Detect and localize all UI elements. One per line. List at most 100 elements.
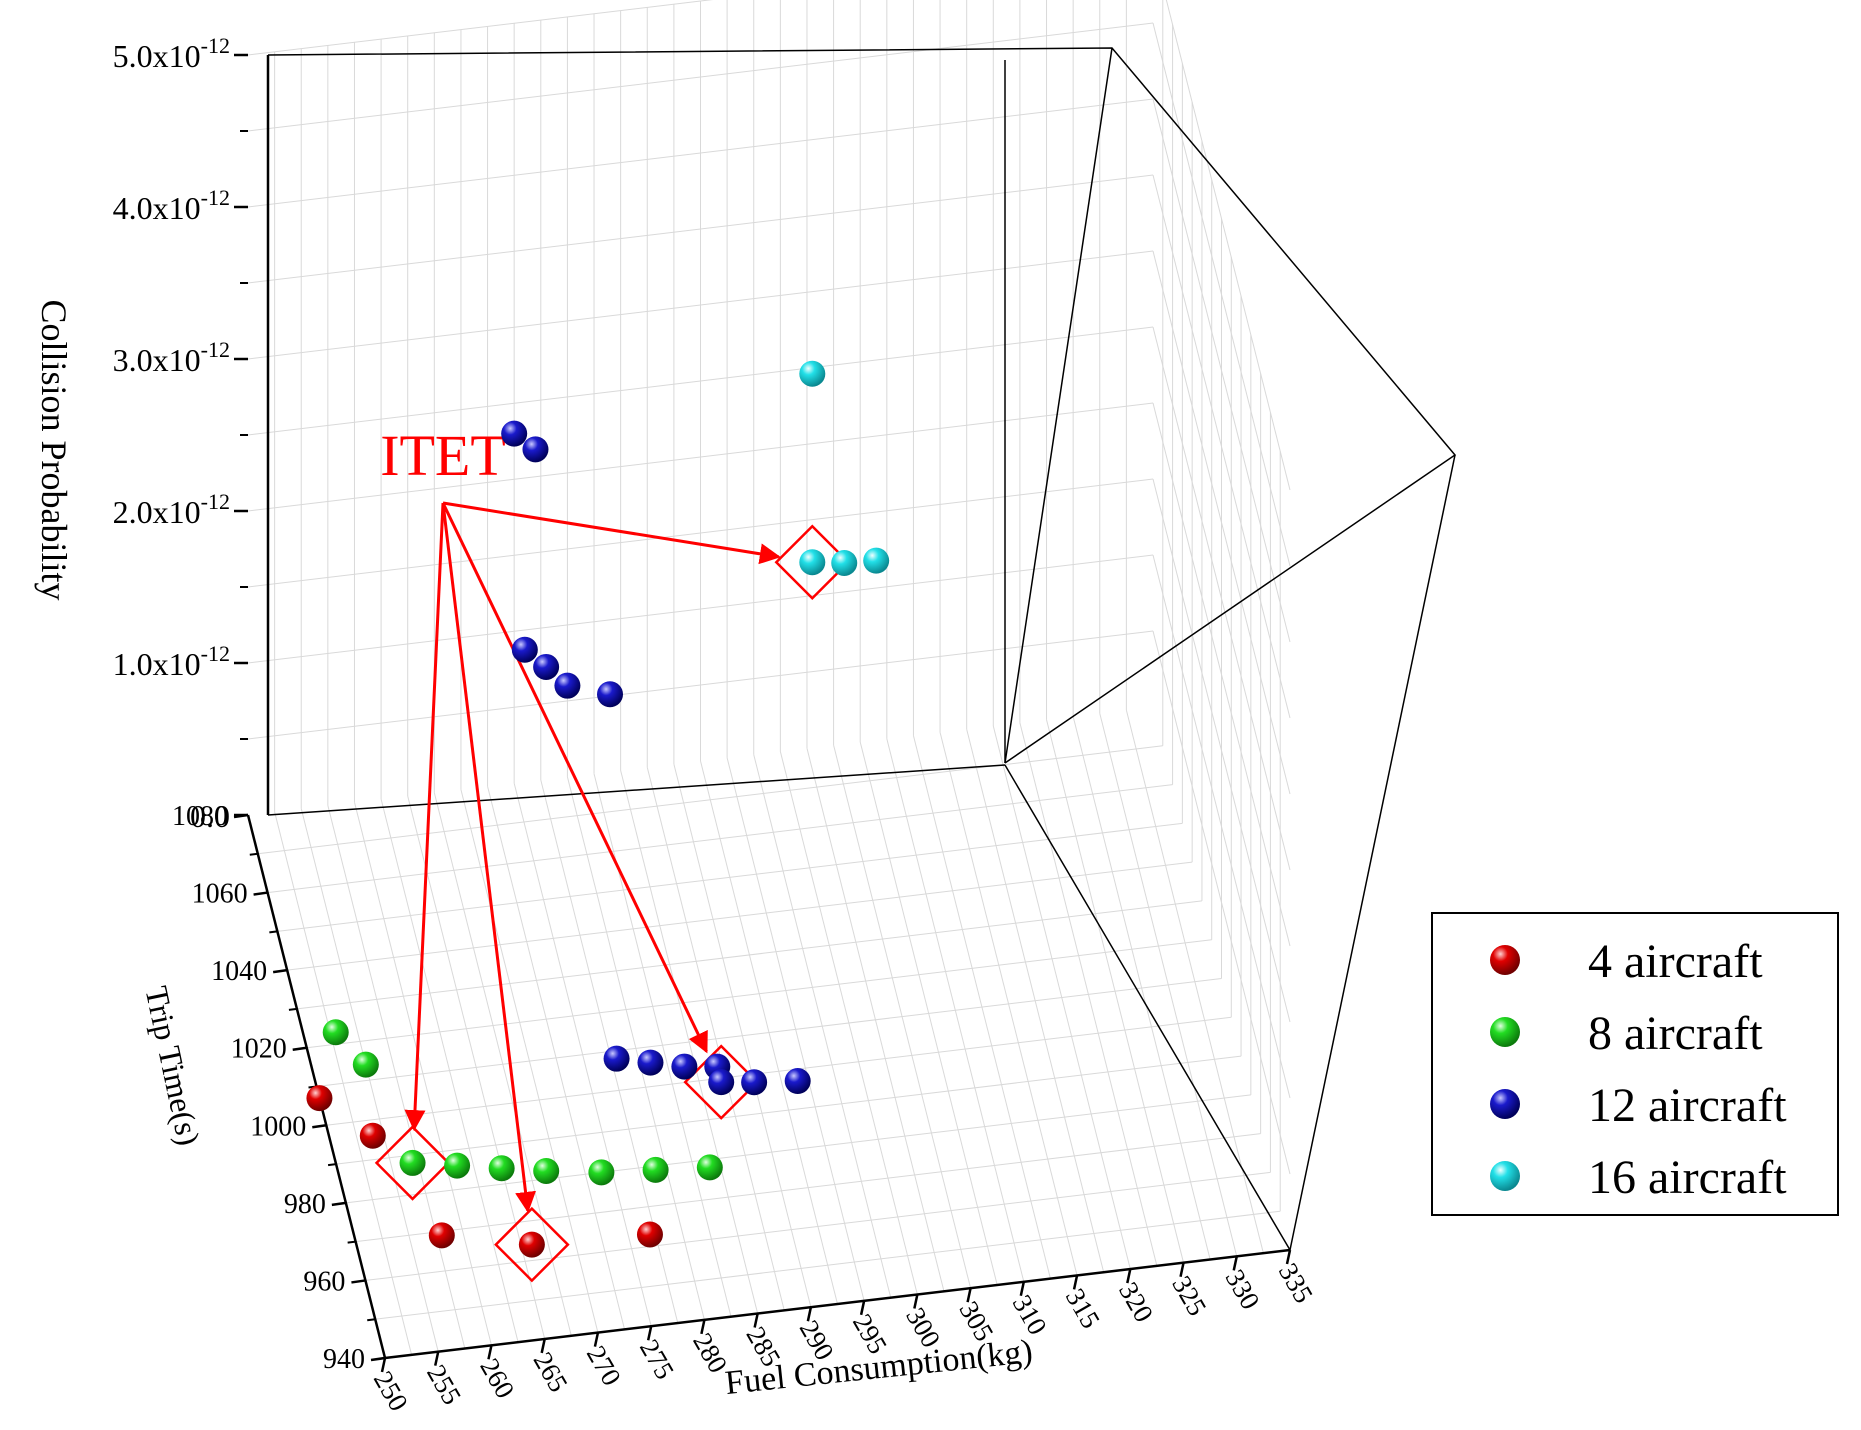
annotation-arrow <box>404 502 445 1132</box>
y-tick-label: 1000 <box>250 1111 306 1142</box>
x-major-tick <box>593 1332 600 1347</box>
legend: 4 aircraft 8 aircraft 12 aircraft 16 aircra… <box>1431 912 1839 1216</box>
point-12-aircraft <box>637 1049 664 1076</box>
x-tick-label: 260 <box>474 1353 520 1403</box>
data-points <box>306 360 890 1258</box>
box-edge-top-back <box>1004 47 1113 764</box>
y-minor-tick <box>269 930 278 934</box>
legend-entries: 4 aircraft 8 aircraft 12 aircraft 16 aircra… <box>1490 935 1787 1204</box>
y-axis-title: Trip Time(s) <box>138 983 207 1149</box>
point-12-aircraft <box>533 653 560 680</box>
y-tick-label: 940 <box>323 1344 365 1375</box>
x-tick-label: 250 <box>368 1366 414 1416</box>
x-major-tick <box>700 1319 706 1335</box>
x-major-tick <box>1285 1249 1292 1265</box>
highlight-diamond <box>683 1044 759 1120</box>
x-tick-label: 320 <box>1113 1277 1159 1327</box>
x-major-tick <box>913 1294 919 1309</box>
z-tick-label: 4.0x10-12 <box>113 185 230 226</box>
y-major-tick <box>331 1201 347 1207</box>
x-major-tick <box>1232 1256 1238 1271</box>
y-tick-label: 1080 <box>172 801 228 832</box>
legend-marker <box>1490 1089 1520 1119</box>
point-12-aircraft <box>597 681 623 708</box>
point-12-aircraft <box>784 1068 811 1095</box>
floor-grid-line-y <box>316 978 1222 1087</box>
x-tick-label: 255 <box>421 1360 467 1410</box>
point-4-aircraft <box>518 1231 545 1258</box>
point-4-aircraft <box>306 1085 333 1112</box>
x-major-tick <box>753 1313 759 1328</box>
z-axis-title: Collision Probability <box>34 299 74 600</box>
x-tick-label: 270 <box>581 1341 627 1391</box>
legend-label: 12 aircraft <box>1588 1079 1787 1132</box>
y-major-tick <box>370 1356 386 1362</box>
y-tick-label: 1060 <box>192 879 248 910</box>
y-minor-tick <box>367 1318 376 1322</box>
box-top-edges <box>267 47 1457 764</box>
highlight-boxes <box>374 524 851 1283</box>
x-major-tick <box>540 1338 546 1354</box>
y-tick-label: 980 <box>284 1189 326 1220</box>
floor-grid-line-y <box>296 900 1202 1010</box>
legend-label: 4 aircraft <box>1588 935 1763 988</box>
point-8-aircraft <box>588 1159 615 1186</box>
y-major-tick <box>292 1046 307 1051</box>
point-12-aircraft <box>741 1069 768 1096</box>
floor-grid-line-y <box>326 1016 1232 1126</box>
point-12-aircraft <box>501 420 528 447</box>
floor-grid <box>257 710 1281 1355</box>
point-8-aircraft <box>399 1149 426 1176</box>
point-12-aircraft <box>522 436 549 463</box>
x-tick-label: 275 <box>634 1334 680 1384</box>
point-16-aircraft <box>799 360 826 387</box>
floor-grid-line-y <box>365 1171 1271 1281</box>
point-8-aircraft <box>696 1154 723 1181</box>
x-major-tick <box>806 1306 813 1322</box>
floor-grid-line-y <box>277 822 1183 932</box>
x-major-tick <box>1019 1281 1026 1297</box>
x-major-tick <box>1126 1268 1132 1284</box>
y-tick-label: 1040 <box>211 956 267 987</box>
right-wall-grid <box>1152 0 1291 1212</box>
annotation-arrow <box>441 502 708 1054</box>
point-16-aircraft <box>831 549 858 576</box>
floor-grid-line-y <box>355 1133 1261 1243</box>
highlight-diamond <box>374 1125 451 1201</box>
annotation-itet-label: ITET <box>380 423 506 488</box>
legend-marker <box>1490 945 1520 975</box>
x-major-tick <box>434 1351 440 1366</box>
x-axis-line <box>384 1248 1291 1360</box>
point-8-aircraft <box>444 1152 471 1179</box>
floor-grid-line-y <box>306 939 1212 1049</box>
x-major-tick <box>859 1300 866 1316</box>
floor-grid-line-y <box>345 1094 1251 1204</box>
point-8-aircraft <box>488 1155 515 1182</box>
legend-marker <box>1490 1161 1520 1191</box>
z-tick-label: 5.0x10-12 <box>113 33 230 74</box>
annotation-arrow <box>441 502 536 1213</box>
z-tick-labels: 0.0 1.0x10-12 2.0x10-12 3.0x10-12 4.0x10-12 5… <box>113 33 230 834</box>
legend-label: 16 aircraft <box>1588 1151 1787 1204</box>
floor-grid-line-y <box>267 784 1173 894</box>
highlight-diamond <box>774 524 851 600</box>
point-12-aircraft <box>671 1053 698 1080</box>
annotation-arrows <box>404 501 781 1213</box>
y-tick-label: 960 <box>303 1266 345 1297</box>
point-12-aircraft <box>511 636 538 663</box>
x-tick-labels: 250 255 260 265 270 275 280 285 290 295 300 305 310 3… <box>368 1258 1319 1416</box>
highlight-diamond <box>494 1206 570 1283</box>
x-tick-label: 265 <box>528 1347 574 1397</box>
z-tick-label: 0.0 <box>190 798 230 834</box>
plot-box <box>267 47 1457 1251</box>
point-8-aircraft <box>352 1051 379 1078</box>
floor-grid-line-y <box>375 1210 1281 1320</box>
floor-grid-line-y <box>336 1055 1242 1165</box>
x-tick-label: 315 <box>1060 1283 1106 1333</box>
y-major-tick <box>272 968 288 974</box>
point-16-aircraft <box>863 547 890 574</box>
y-major-tick <box>233 813 249 819</box>
y-minor-tick <box>288 1007 298 1011</box>
point-4-aircraft <box>428 1222 455 1249</box>
